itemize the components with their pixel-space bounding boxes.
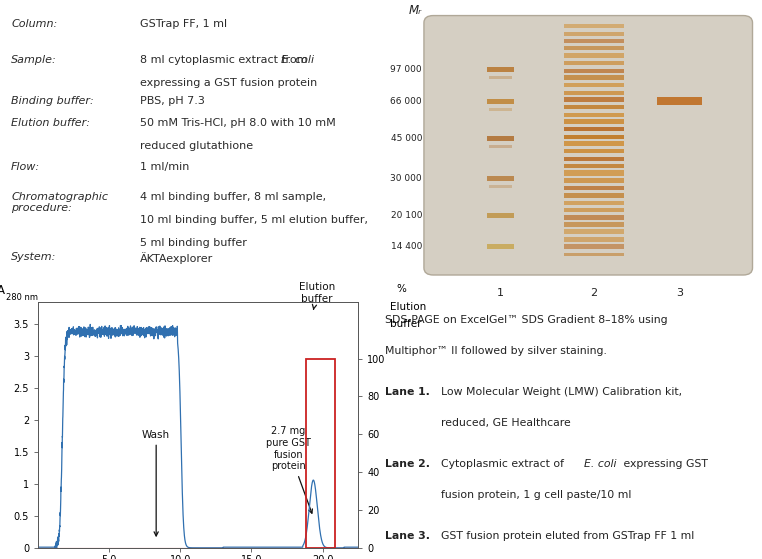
Text: buffer: buffer (390, 319, 421, 329)
Bar (564, 24, 623, 29)
Text: Wash: Wash (142, 430, 170, 536)
Text: 280 nm: 280 nm (6, 293, 38, 302)
Text: Flow:: Flow: (11, 162, 40, 172)
Bar (564, 164, 623, 168)
Text: Mᵣ: Mᵣ (409, 4, 422, 17)
Text: 30 000: 30 000 (390, 173, 422, 183)
Text: 2: 2 (591, 288, 597, 298)
Bar (564, 91, 623, 94)
Bar (564, 119, 623, 124)
Text: 20 100: 20 100 (391, 211, 422, 220)
FancyBboxPatch shape (424, 16, 753, 275)
Text: PBS, pH 7.3: PBS, pH 7.3 (140, 96, 205, 106)
Bar (489, 108, 512, 111)
Bar (564, 215, 623, 220)
Text: SDS-PAGE on ExcelGel™ SDS Gradient 8–18% using: SDS-PAGE on ExcelGel™ SDS Gradient 8–18%… (385, 315, 668, 325)
Text: Lane 3.: Lane 3. (385, 530, 430, 541)
Bar (564, 113, 623, 117)
Bar (564, 127, 623, 131)
Text: Chromatographic
procedure:: Chromatographic procedure: (11, 192, 108, 214)
Bar (564, 244, 623, 249)
Text: reduced glutathione: reduced glutathione (140, 141, 253, 151)
Bar (564, 83, 623, 87)
Text: Cytoplasmic extract of: Cytoplasmic extract of (440, 459, 567, 468)
Bar (564, 222, 623, 227)
Bar (489, 77, 512, 79)
Bar (658, 97, 702, 105)
Text: 50 mM Tris-HCl, pH 8.0 with 10 mM: 50 mM Tris-HCl, pH 8.0 with 10 mM (140, 118, 336, 128)
Text: 1: 1 (497, 288, 504, 298)
Bar (488, 212, 514, 217)
Text: GSTrap FF, 1 ml: GSTrap FF, 1 ml (140, 20, 227, 29)
Text: Multiphor™ II followed by silver staining.: Multiphor™ II followed by silver stainin… (385, 345, 607, 356)
Bar (564, 201, 623, 205)
Text: 10 ml binding buffer, 5 ml elution buffer,: 10 ml binding buffer, 5 ml elution buffe… (140, 215, 368, 225)
Text: ÄKTAexplorer: ÄKTAexplorer (140, 252, 213, 264)
Bar (564, 178, 623, 183)
Text: expressing GST: expressing GST (620, 459, 708, 468)
Text: Sample:: Sample: (11, 55, 57, 65)
Bar (564, 46, 623, 50)
Text: 2.7 mg
pure GST
fusion
protein: 2.7 mg pure GST fusion protein (266, 427, 312, 513)
Text: 3: 3 (676, 288, 684, 298)
Text: E. coli: E. coli (281, 55, 314, 65)
Text: A: A (0, 284, 5, 297)
Bar (564, 141, 623, 146)
Bar (564, 135, 623, 139)
Text: E. coli: E. coli (584, 459, 617, 468)
Text: Binding buffer:: Binding buffer: (11, 96, 94, 106)
Bar (488, 244, 514, 249)
Text: 5 ml binding buffer: 5 ml binding buffer (140, 238, 247, 248)
Bar (564, 97, 623, 102)
Bar (564, 75, 623, 80)
Bar (564, 208, 623, 212)
Bar (564, 60, 623, 65)
Bar (564, 253, 623, 257)
Bar (489, 184, 512, 188)
Text: %: % (396, 285, 406, 295)
Bar (564, 157, 623, 161)
Text: expressing a GST fusion protein: expressing a GST fusion protein (140, 78, 318, 88)
Bar (564, 105, 623, 110)
Text: fusion protein, 1 g cell paste/10 ml: fusion protein, 1 g cell paste/10 ml (440, 490, 631, 500)
Bar (564, 69, 623, 73)
Text: 14 400: 14 400 (391, 242, 422, 251)
Bar (564, 149, 623, 154)
Text: Elution: Elution (390, 302, 427, 312)
Bar (306, 359, 335, 548)
Bar (564, 186, 623, 190)
Bar (488, 67, 514, 72)
Text: 45 000: 45 000 (391, 134, 422, 143)
Bar (564, 32, 623, 36)
Text: 66 000: 66 000 (390, 97, 422, 106)
Bar (489, 145, 512, 148)
Text: 8 ml cytoplasmic extract from: 8 ml cytoplasmic extract from (140, 55, 311, 65)
Bar (564, 39, 623, 43)
Text: 1 ml/min: 1 ml/min (140, 162, 190, 172)
Bar (488, 176, 514, 181)
Bar (564, 238, 623, 241)
Text: Lane 2.: Lane 2. (385, 459, 430, 468)
Text: Column:: Column: (11, 20, 57, 29)
Text: System:: System: (11, 252, 56, 262)
Text: Low Molecular Weight (LMW) Calibration kit,: Low Molecular Weight (LMW) Calibration k… (440, 387, 682, 397)
Text: 97 000: 97 000 (390, 65, 422, 74)
Text: Lane 1.: Lane 1. (385, 387, 430, 397)
Bar (564, 193, 623, 198)
Text: 4 ml binding buffer, 8 ml sample,: 4 ml binding buffer, 8 ml sample, (140, 192, 326, 202)
Text: GST fusion protein eluted from GSTrap FF 1 ml: GST fusion protein eluted from GSTrap FF… (440, 530, 694, 541)
Text: reduced, GE Healthcare: reduced, GE Healthcare (440, 418, 571, 428)
Text: Elution buffer:: Elution buffer: (11, 118, 90, 128)
Bar (488, 98, 514, 103)
Text: Elution
buffer: Elution buffer (299, 282, 335, 310)
Bar (488, 136, 514, 141)
Bar (564, 53, 623, 58)
Bar (564, 229, 623, 234)
Bar (564, 170, 623, 176)
